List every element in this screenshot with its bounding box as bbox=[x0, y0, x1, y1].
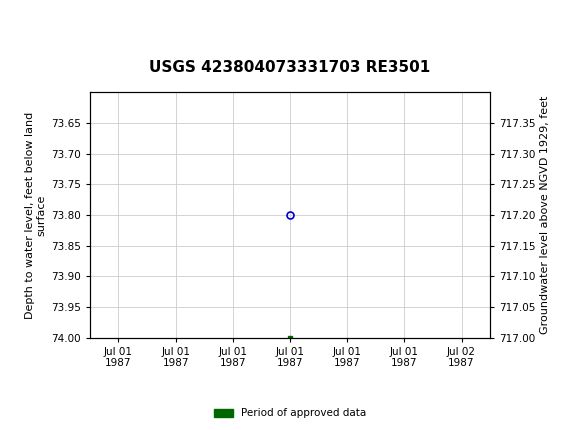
Y-axis label: Depth to water level, feet below land
surface: Depth to water level, feet below land su… bbox=[26, 111, 47, 319]
Y-axis label: Groundwater level above NGVD 1929, feet: Groundwater level above NGVD 1929, feet bbox=[540, 96, 550, 334]
Legend: Period of approved data: Period of approved data bbox=[209, 404, 371, 423]
Text: USGS: USGS bbox=[44, 9, 90, 24]
Text: USGS 423804073331703 RE3501: USGS 423804073331703 RE3501 bbox=[150, 60, 430, 75]
